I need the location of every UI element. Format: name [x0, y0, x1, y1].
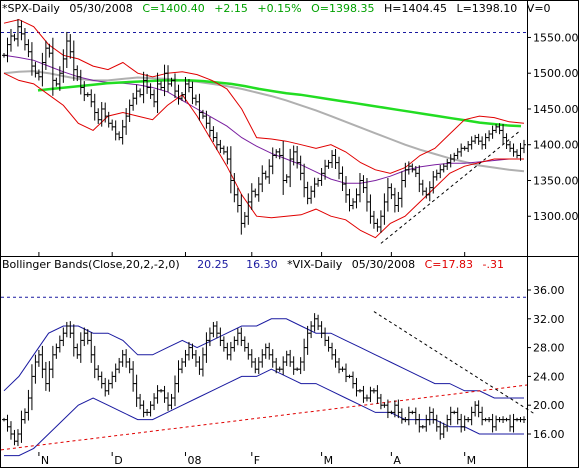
x-axis: N D 08 F M A M [38, 252, 477, 467]
bb-upper-value: 20.25 [197, 258, 229, 271]
spx-bb-lower-line [3, 72, 524, 239]
spx-close: C=1400.40 [142, 2, 204, 15]
vix-ytick-label: 24.00 [533, 370, 565, 383]
spx-high: H=1404.45 [384, 2, 447, 15]
spx-sma200-line [37, 79, 522, 128]
x-tick-label: 08 [187, 454, 201, 467]
spx-open: O=1398.35 [311, 2, 374, 15]
x-tick-label: M [324, 454, 334, 467]
vix-symbol: *VIX-Daily [287, 258, 343, 271]
spx-date: 05/30/2008 [69, 2, 132, 15]
bb-lower-value: 16.30 [246, 258, 278, 271]
x-tick-label: D [114, 454, 122, 467]
spx-low: L=1398.10 [456, 2, 517, 15]
vix-ytick-label: 16.00 [533, 428, 565, 441]
vix-ytick-label: 36.00 [533, 284, 565, 297]
spx-ytick-label: 1500.00 [533, 67, 579, 80]
vix-header: Bollinger Bands(Close,20,2,-2,0) 20.25 1… [2, 258, 504, 271]
vix-date: 05/30/2008 [352, 258, 415, 271]
vix-panel: 36.00 32.00 28.00 24.00 20.00 16.00 [0, 284, 565, 457]
vix-bb-upper-line [3, 318, 524, 399]
spx-panel: 1550.00 1500.00 1450.00 1400.00 1350.00 1300.… [1, 19, 579, 244]
x-tick-label: N [41, 454, 49, 467]
x-tick-label: A [393, 454, 401, 467]
spx-change: +2.15 [214, 2, 248, 15]
x-tick-label: M [467, 454, 477, 467]
spx-volume: V=0 [527, 2, 551, 15]
spx-pct: +0.15% [257, 2, 301, 15]
vix-support-trendline [0, 384, 528, 451]
spx-symbol: *SPX-Daily [2, 2, 60, 15]
vix-bb-lower-line [4, 368, 524, 457]
spx-sma50-line [3, 54, 524, 184]
vix-resistance-trendline [373, 311, 535, 415]
spx-header: *SPX-Daily 05/30/2008 C=1400.40 +2.15 +0… [2, 2, 551, 15]
vix-ytick-label: 20.00 [533, 399, 565, 412]
vix-ytick-label: 32.00 [533, 313, 565, 326]
bb-indicator-label: Bollinger Bands(Close,20,2,-2,0) [2, 258, 180, 271]
vix-ytick-label: 28.00 [533, 342, 565, 355]
spx-ytick-label: 1350.00 [533, 174, 579, 187]
vix-change: -.31 [483, 258, 504, 271]
spx-bb-upper-line [3, 19, 525, 174]
vix-close: C=17.83 [425, 258, 473, 271]
spx-ytick-label: 1550.00 [533, 31, 579, 44]
spx-ytick-label: 1450.00 [533, 103, 579, 116]
x-tick-label: F [254, 454, 260, 467]
spx-ytick-label: 1300.00 [533, 210, 579, 223]
spx-ytick-label: 1400.00 [533, 139, 579, 152]
